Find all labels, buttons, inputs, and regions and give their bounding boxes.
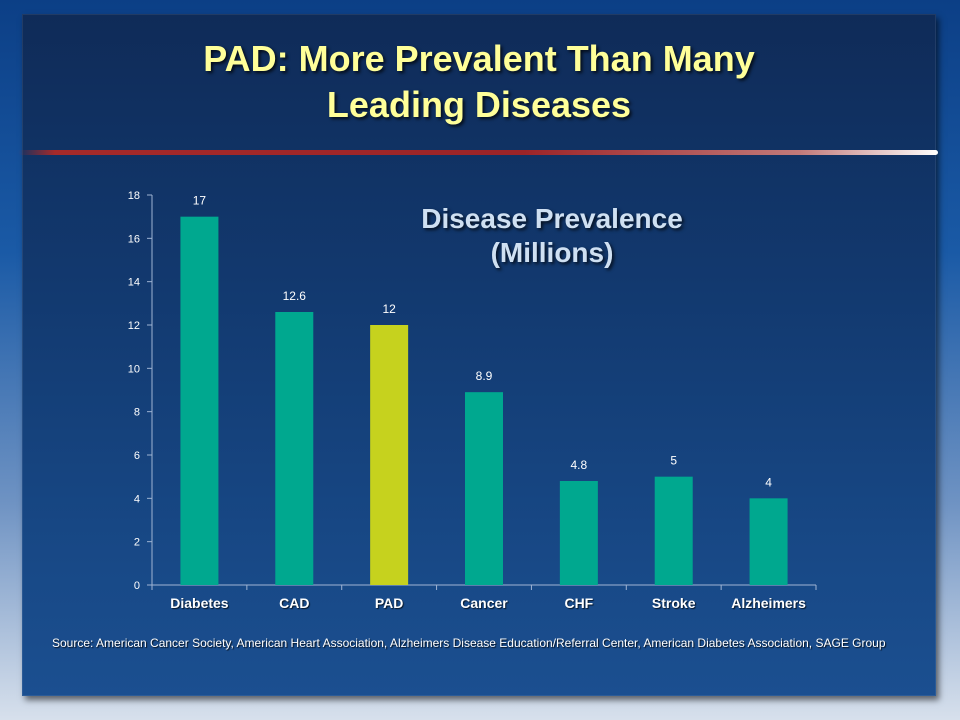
slide-title: PAD: More Prevalent Than Many Leading Di… bbox=[22, 36, 936, 128]
bar-cad bbox=[275, 312, 314, 585]
y-axis: 0 2 4 6 8 10 12 14 16 18 bbox=[128, 190, 153, 592]
bar-diabetes bbox=[180, 216, 219, 585]
x-tick-label-stroke: Stroke bbox=[652, 595, 696, 611]
y-tick-label: 10 bbox=[128, 363, 140, 375]
x-tick-label-cad: CAD bbox=[279, 595, 309, 611]
y-tick-label: 6 bbox=[134, 450, 140, 462]
bar-stroke bbox=[654, 476, 693, 585]
bar-pad bbox=[370, 325, 409, 585]
y-tick-label: 12 bbox=[128, 320, 140, 332]
y-tick-label: 0 bbox=[134, 580, 140, 592]
bars bbox=[180, 216, 788, 585]
data-label-pad: 12 bbox=[382, 302, 396, 316]
x-axis: Diabetes CAD PAD Cancer CHF Stroke Alzheimers bbox=[151, 584, 817, 611]
chart-title-line-2: (Millions) bbox=[490, 237, 614, 268]
y-tick-label: 16 bbox=[128, 233, 140, 245]
y-tick-label: 8 bbox=[134, 407, 140, 419]
x-tick-label-cancer: Cancer bbox=[460, 595, 508, 611]
data-label-alzheimers: 4 bbox=[765, 475, 772, 489]
data-label-cad: 12.6 bbox=[283, 289, 307, 303]
slide-title-line-1: PAD: More Prevalent Than Many bbox=[203, 38, 755, 79]
x-tick-label-alzheimers: Alzheimers bbox=[731, 595, 806, 611]
y-tick-label: 18 bbox=[128, 190, 140, 202]
data-label-stroke: 5 bbox=[670, 454, 677, 468]
bar-alzheimers bbox=[749, 498, 788, 585]
data-label-chf: 4.8 bbox=[571, 458, 588, 472]
y-tick-label: 2 bbox=[134, 537, 140, 549]
y-tick-label: 4 bbox=[134, 493, 140, 505]
data-label-diabetes: 17 bbox=[193, 194, 207, 208]
chart-title: Disease Prevalence (Millions) bbox=[352, 202, 752, 270]
source-note: Source: American Cancer Society, America… bbox=[52, 636, 886, 650]
x-tick-label-diabetes: Diabetes bbox=[170, 595, 229, 611]
data-labels: 17 12.6 12 8.9 4.8 5 4 bbox=[193, 194, 772, 490]
title-divider bbox=[18, 150, 938, 155]
y-tick-label: 14 bbox=[128, 277, 140, 289]
x-tick-label-pad: PAD bbox=[375, 595, 404, 611]
bar-chf bbox=[559, 481, 598, 585]
slide-title-line-2: Leading Diseases bbox=[326, 84, 632, 125]
chart-title-line-1: Disease Prevalence bbox=[421, 203, 683, 234]
bar-cancer bbox=[465, 392, 503, 585]
data-label-cancer: 8.9 bbox=[476, 369, 493, 383]
x-tick-label-chf: CHF bbox=[564, 595, 593, 611]
